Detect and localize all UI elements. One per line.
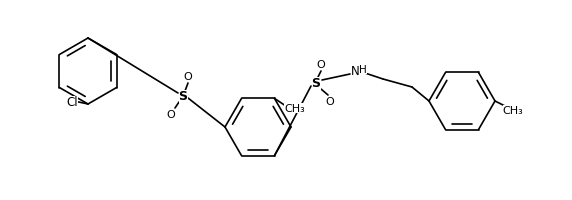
Text: S: S (312, 77, 320, 90)
Text: O: O (325, 97, 335, 106)
Text: H: H (359, 65, 367, 75)
Text: O: O (184, 72, 192, 82)
Text: CH₃: CH₃ (503, 105, 523, 115)
Text: O: O (166, 109, 176, 119)
Text: O: O (317, 60, 325, 70)
Text: CH₃: CH₃ (284, 104, 305, 114)
Text: Cl: Cl (66, 96, 78, 109)
Text: S: S (178, 90, 188, 103)
Text: N: N (351, 65, 359, 78)
